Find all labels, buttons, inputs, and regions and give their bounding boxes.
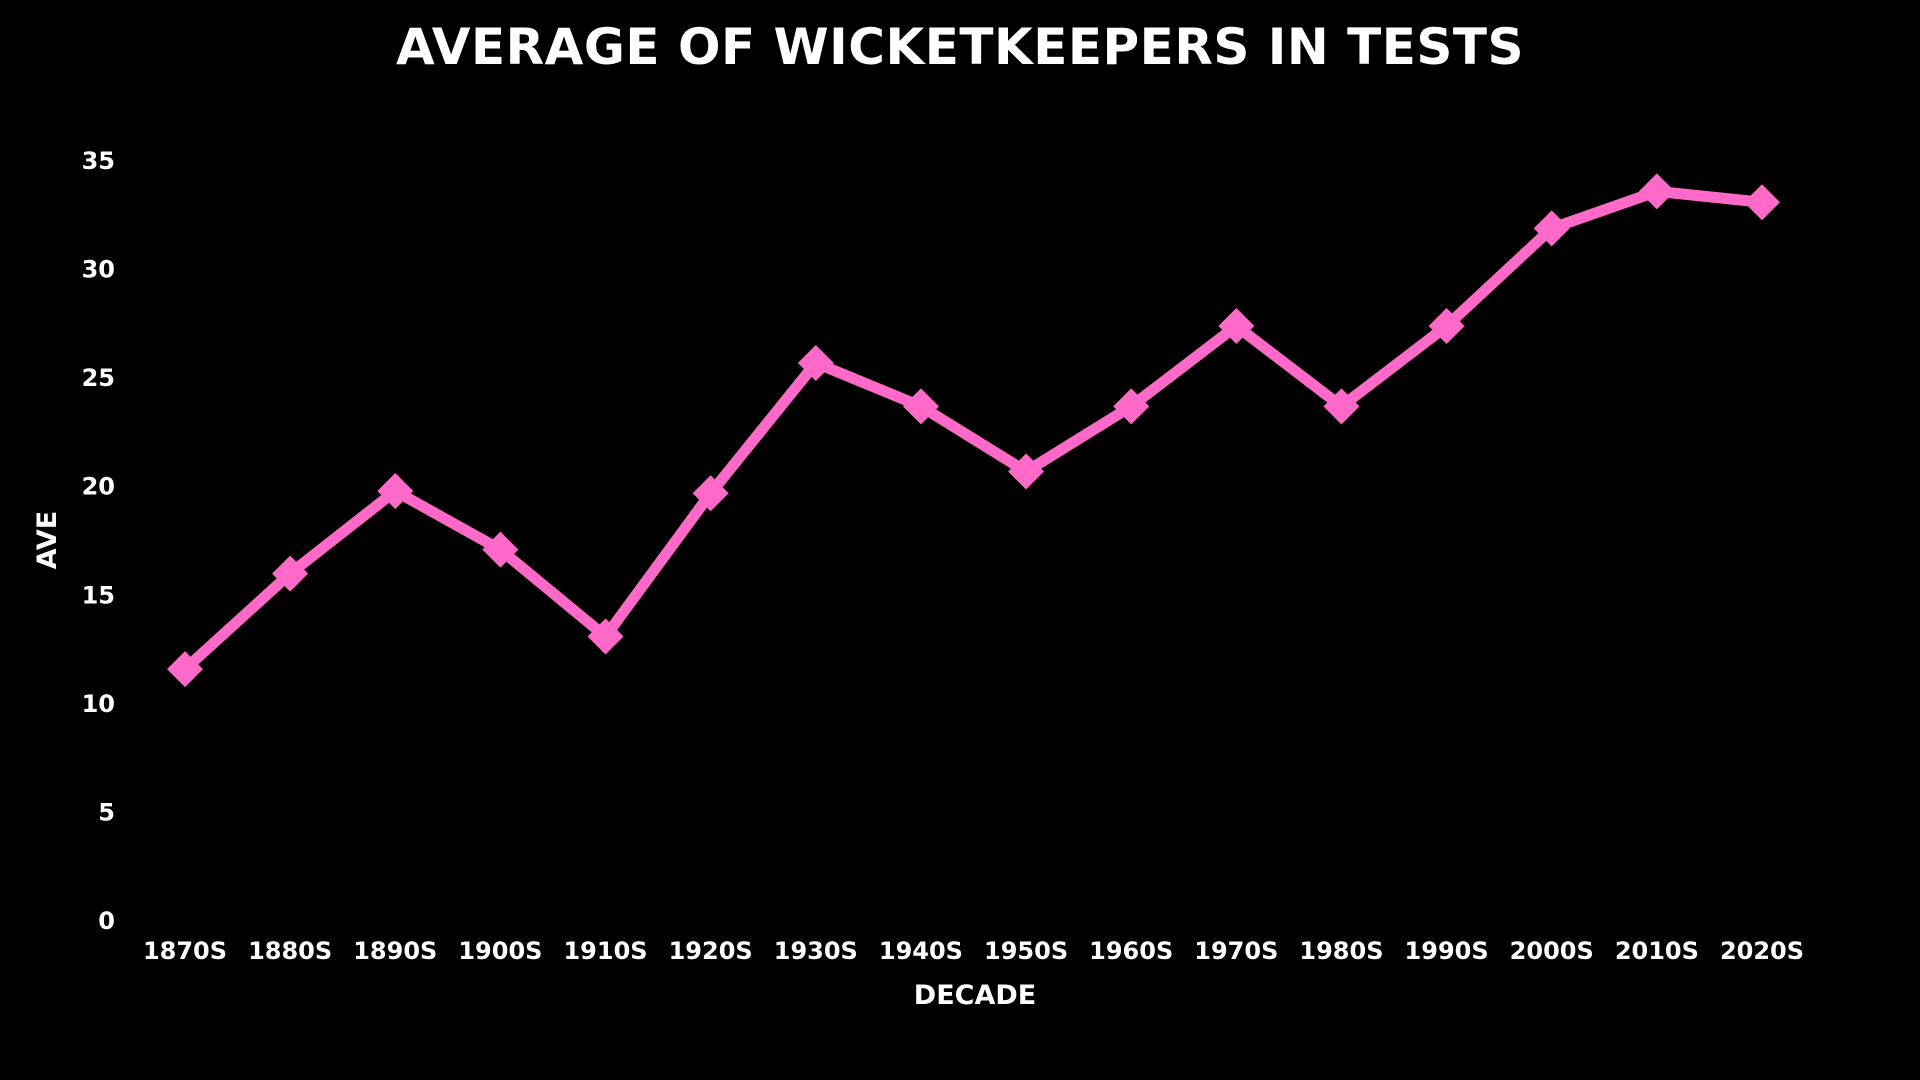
- y-tick-label: 30: [82, 256, 115, 284]
- data-point-marker: [377, 473, 414, 510]
- data-point-marker: [797, 344, 834, 381]
- data-point-marker: [692, 475, 729, 512]
- y-axis-ticks: 0 5 10 15 20 25 30 35: [82, 147, 115, 935]
- y-tick-label: 35: [82, 147, 115, 175]
- y-tick-label: 20: [82, 473, 115, 501]
- y-axis-title: AVE: [32, 511, 63, 569]
- y-tick-label: 5: [98, 798, 115, 826]
- x-tick-label: 1990S: [1405, 937, 1489, 965]
- series-line: [179, 185, 1768, 675]
- x-axis-ticks: 1870S 1880S 1890S 1900S 1910S 1920S 1930S 1940S…: [143, 937, 1804, 965]
- x-tick-label: 1900S: [458, 937, 542, 965]
- x-tick-label: 1890S: [353, 937, 437, 965]
- data-point-marker: [1744, 184, 1780, 221]
- x-tick-label: 2000S: [1510, 937, 1594, 965]
- x-tick-label: 2020S: [1720, 937, 1804, 965]
- x-tick-label: 1870S: [143, 937, 227, 965]
- data-point-marker: [1638, 173, 1675, 210]
- data-point-marker: [482, 531, 519, 568]
- x-axis-title: DECADE: [914, 980, 1036, 1011]
- data-point-marker: [1008, 453, 1045, 490]
- data-point-marker: [167, 651, 203, 688]
- x-tick-label: 1880S: [248, 937, 332, 965]
- y-tick-label: 10: [82, 690, 115, 718]
- data-point-marker: [902, 388, 939, 425]
- x-tick-label: 1910S: [563, 937, 647, 965]
- y-tick-label: 0: [98, 907, 115, 935]
- data-point-marker: [272, 555, 309, 592]
- data-point-marker: [1323, 388, 1360, 425]
- data-point-marker: [1218, 308, 1255, 345]
- x-tick-label: 1960S: [1089, 937, 1173, 965]
- x-tick-label: 1930S: [774, 937, 858, 965]
- data-point-marker: [587, 618, 624, 655]
- data-point-marker: [1428, 308, 1465, 345]
- x-tick-label: 1950S: [984, 937, 1068, 965]
- data-point-marker: [1113, 388, 1150, 425]
- x-tick-label: 2010S: [1615, 937, 1699, 965]
- x-tick-label: 1920S: [669, 937, 753, 965]
- data-point-marker: [1533, 210, 1570, 247]
- y-tick-label: 15: [82, 581, 115, 609]
- series-layer: [167, 173, 1780, 688]
- x-tick-label: 1970S: [1194, 937, 1278, 965]
- chart-title: AVERAGE OF WICKETKEEPERS IN TESTS: [396, 18, 1524, 76]
- x-tick-label: 1980S: [1299, 937, 1383, 965]
- y-tick-label: 25: [82, 364, 115, 392]
- x-tick-label: 1940S: [879, 937, 963, 965]
